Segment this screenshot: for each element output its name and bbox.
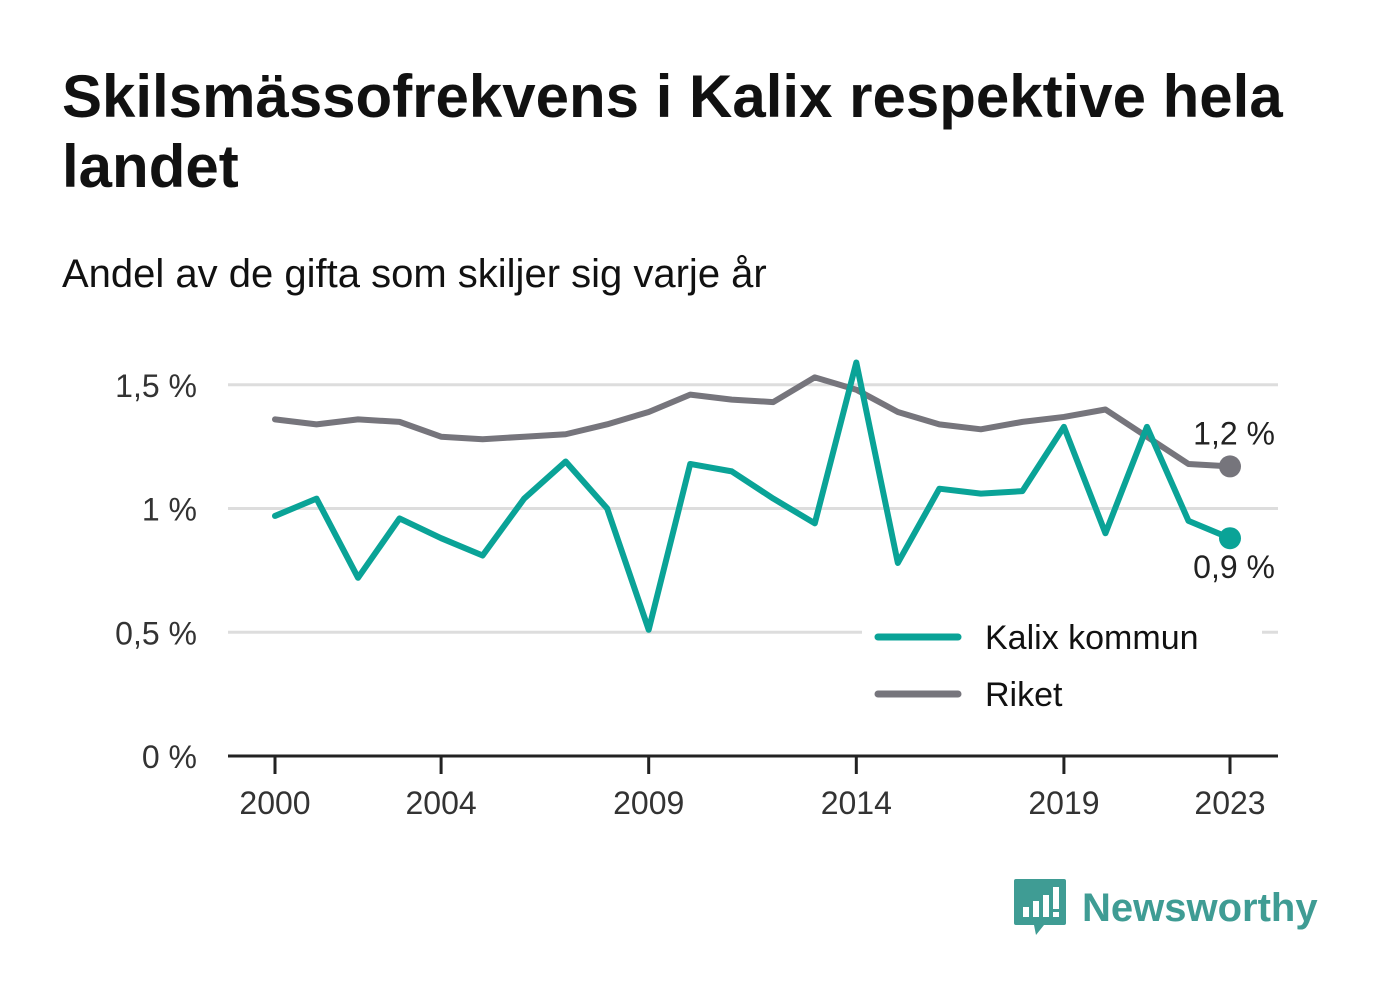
y-tick-label: 0 % — [142, 739, 197, 775]
series-lines: 1,2 % 0,9 % — [272, 359, 1275, 633]
y-tick-label: 1 % — [142, 492, 197, 528]
x-tick-label: 2019 — [1028, 785, 1099, 821]
end-label-kalix: 0,9 % — [1193, 549, 1275, 585]
legend: Kalix kommun Riket — [862, 604, 1262, 726]
y-tick-label: 1,5 % — [115, 368, 197, 404]
legend-label-riket: Riket — [985, 676, 1063, 714]
brand-name: Newsworthy — [1082, 885, 1318, 930]
legend-label-kalix: Kalix kommun — [985, 619, 1199, 657]
x-axis — [228, 754, 1278, 774]
y-axis-tick-labels: 0 % 0,5 % 1 % 1,5 % — [115, 368, 197, 775]
bar-chart-logo-icon — [1014, 879, 1066, 935]
series-line-kalix — [272, 359, 1233, 633]
x-tick-label: 2004 — [405, 785, 476, 821]
end-point-kalix — [1219, 527, 1241, 550]
x-tick-label: 2023 — [1194, 785, 1265, 821]
x-axis-tick-labels: 2000 2004 2009 2014 2019 2023 — [239, 785, 1265, 821]
chart-subtitle: Andel av de gifta som skiljer sig varje … — [62, 252, 767, 296]
x-tick-label: 2009 — [613, 785, 684, 821]
x-tick-label: 2014 — [821, 785, 892, 821]
y-tick-label: 0,5 % — [115, 615, 197, 651]
series-line-riket — [272, 374, 1233, 470]
end-point-riket — [1219, 455, 1241, 478]
legend-background — [862, 604, 1262, 726]
chart-title: Skilsmässofrekvens i Kalix respektive he… — [62, 63, 1283, 200]
brand-logo: Newsworthy — [1012, 878, 1318, 938]
end-label-riket: 1,2 % — [1193, 415, 1275, 451]
x-tick-label: 2000 — [239, 785, 310, 821]
